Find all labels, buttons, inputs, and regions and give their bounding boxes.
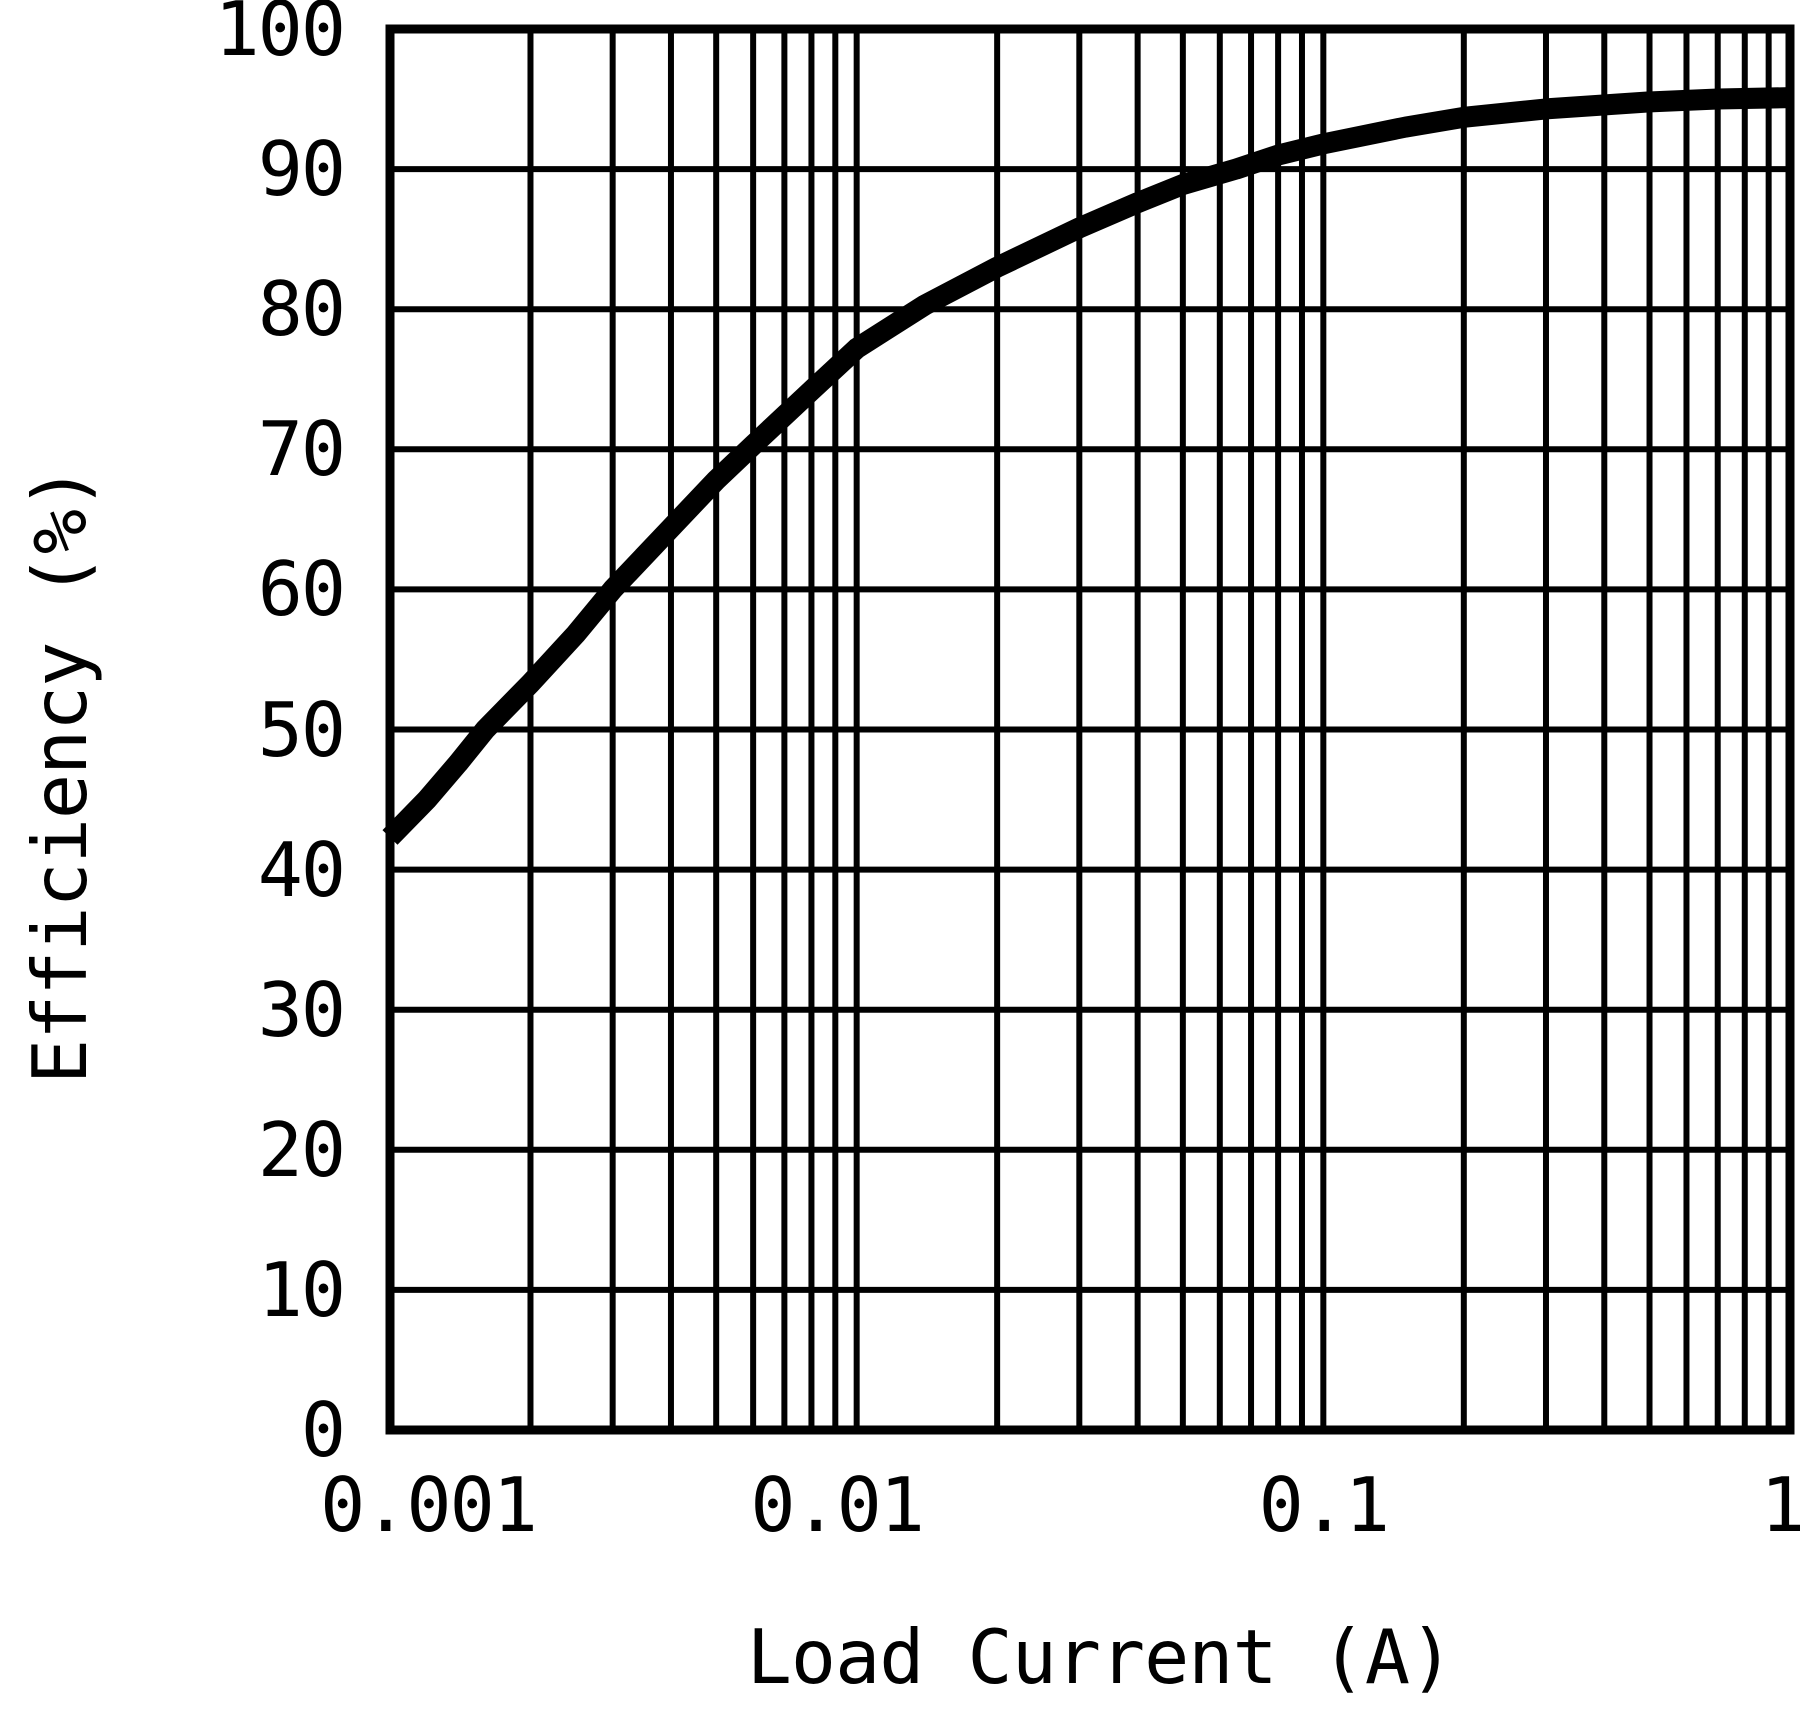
y-tick-label: 0: [300, 1386, 346, 1474]
y-tick-label: 30: [257, 965, 346, 1054]
y-tick-label: 10: [257, 1245, 346, 1334]
y-tick-label: 90: [257, 125, 346, 214]
y-tick-label: 80: [257, 265, 346, 354]
x-tick-label: 1: [1760, 1461, 1800, 1549]
y-tick-label: 70: [257, 405, 346, 494]
plot-frame: [385, 24, 1795, 1435]
y-axis-title: Efficiency (%): [16, 465, 104, 1085]
y-tick-label: 50: [257, 685, 346, 774]
y-tick-label: 40: [257, 825, 346, 914]
grid-lines: [390, 29, 1790, 1430]
x-tick-label: 0.1: [1258, 1461, 1390, 1549]
y-tick-label: 60: [257, 545, 346, 634]
x-tick-label: 0.001: [320, 1461, 538, 1549]
y-tick-label: 100: [214, 0, 346, 73]
y-tick-label: 20: [257, 1105, 346, 1194]
x-tick-label: 0.01: [750, 1461, 925, 1549]
efficiency-curve: [382, 87, 1791, 845]
x-axis-title: Load Current (A): [746, 1613, 1454, 1701]
